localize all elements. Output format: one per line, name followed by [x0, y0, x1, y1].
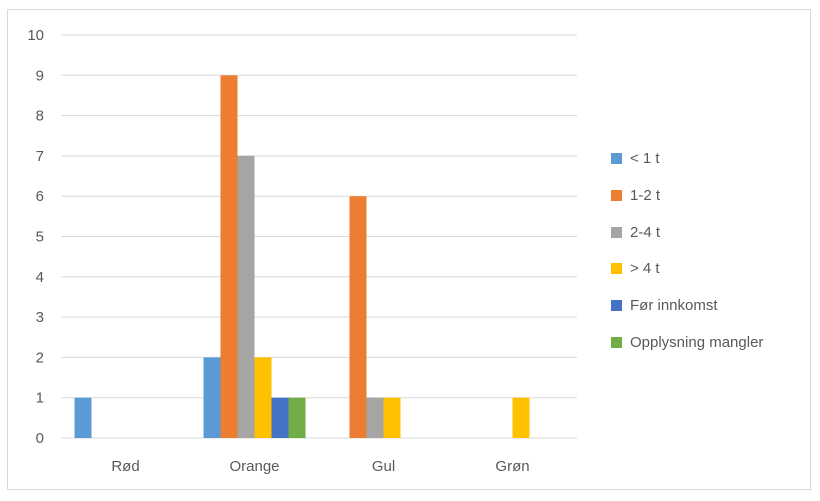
- legend-label: Før innkomst: [630, 297, 718, 315]
- chart-frame: [7, 9, 811, 490]
- y-tick-label: 10: [27, 27, 44, 44]
- y-tick-label: 6: [36, 188, 44, 205]
- bar: [288, 397, 306, 438]
- legend-label: 2-4 t: [630, 223, 661, 241]
- legend-item: > 4 t: [611, 256, 811, 281]
- legend-swatch: [611, 336, 622, 348]
- bar: [237, 155, 255, 438]
- gridlines: [61, 34, 577, 439]
- legend-item: Før innkomst: [611, 293, 811, 318]
- bar: [383, 397, 401, 438]
- legend-swatch: [611, 300, 622, 312]
- bar: [271, 397, 289, 438]
- bar: [512, 397, 530, 438]
- legend-item: < 1 t: [611, 146, 811, 171]
- bar: [74, 397, 92, 438]
- legend-label: 1-2 t: [630, 186, 661, 204]
- x-tick-label: Grøn: [495, 458, 529, 475]
- y-tick-label: 4: [36, 269, 44, 286]
- bar: [349, 196, 367, 438]
- bar: [203, 357, 221, 438]
- legend-item: 1-2 t: [611, 183, 811, 208]
- bar: [366, 397, 384, 438]
- x-tick-label: Gul: [372, 458, 395, 475]
- legend-label: Opplysning mangler: [630, 333, 764, 351]
- legend-swatch: [611, 263, 622, 275]
- x-axis-ticks: Rød Orange Gul Grøn: [111, 458, 529, 475]
- legend-item: Opplysning mangler: [611, 330, 811, 355]
- bar: [254, 357, 272, 438]
- y-tick-label: 3: [36, 309, 44, 326]
- legend-swatch: [611, 189, 622, 201]
- y-tick-label: 8: [36, 108, 44, 125]
- legend-swatch: [611, 153, 622, 164]
- y-tick-label: 7: [36, 148, 44, 165]
- x-tick-label: Rød: [111, 458, 139, 475]
- y-tick-label: 2: [36, 349, 44, 366]
- legend-item: 2-4 t: [611, 220, 811, 245]
- x-tick-label: Orange: [229, 458, 279, 475]
- bar: [220, 75, 238, 439]
- legend-label: < 1 t: [630, 150, 660, 167]
- y-axis-ticks: 0 1 2 3 4 5 6 7 8 9 10: [27, 27, 44, 447]
- y-tick-label: 9: [36, 67, 44, 84]
- legend-swatch: [611, 226, 622, 238]
- y-tick-label: 1: [36, 390, 44, 407]
- legend-label: > 4 t: [630, 260, 660, 278]
- chart-legend: < 1 t 1-2 t 2-4 t > 4 t Før innkomst Opplysni…: [611, 146, 811, 367]
- y-tick-label: 0: [36, 430, 44, 447]
- y-tick-label: 5: [36, 229, 44, 246]
- bars: [74, 75, 530, 439]
